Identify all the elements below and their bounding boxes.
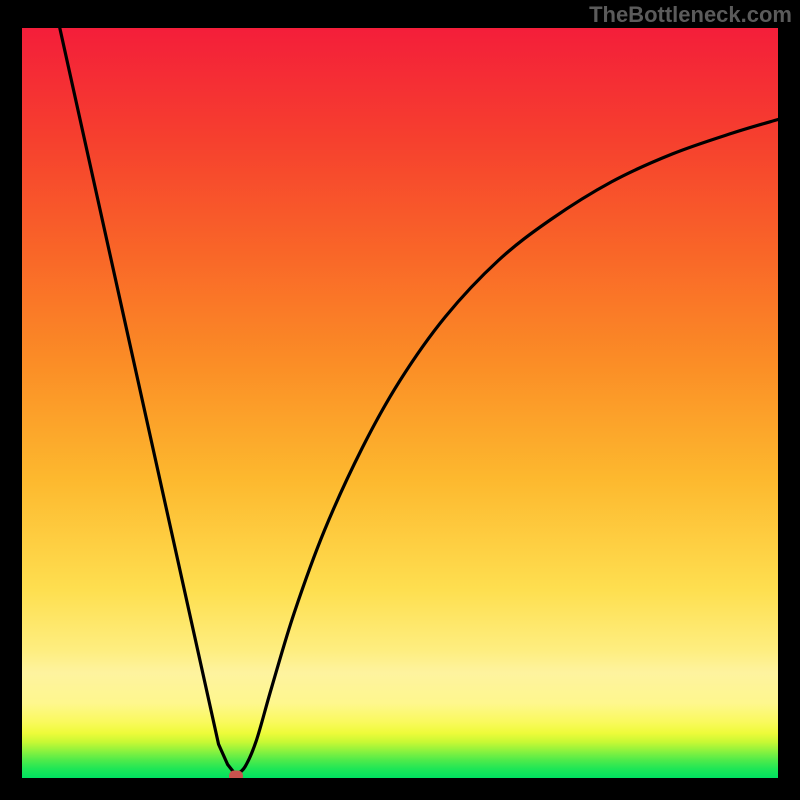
plot-area	[22, 28, 778, 778]
curve-right-segment	[236, 120, 778, 776]
watermark-text: TheBottleneck.com	[589, 2, 792, 28]
bottleneck-marker	[229, 770, 243, 781]
curve-layer	[22, 28, 778, 778]
chart-frame: TheBottleneck.com	[0, 0, 800, 800]
curve-left-segment	[60, 28, 236, 775]
